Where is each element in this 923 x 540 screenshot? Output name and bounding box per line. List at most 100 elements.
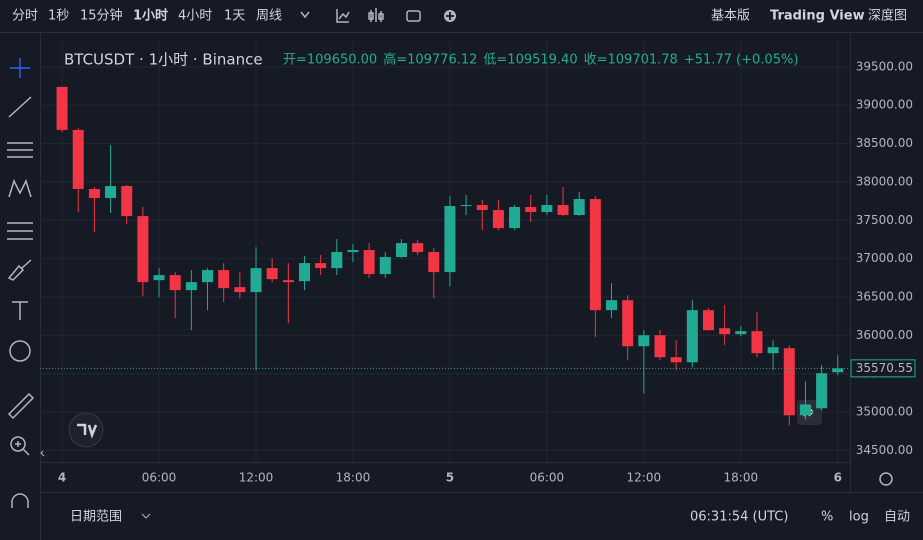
x-tick-label: 5 xyxy=(446,471,454,485)
interval-button[interactable]: 15分钟 xyxy=(80,8,123,24)
candle-body xyxy=(234,287,246,293)
candle-body xyxy=(476,205,488,211)
interval-button[interactable]: 分时 xyxy=(12,9,38,24)
interval-button[interactable]: 1小时 xyxy=(133,8,168,24)
plot-area xyxy=(40,40,850,462)
symbol-title: BTCUSDT · 1小时 · Binance xyxy=(64,51,263,69)
crosshair-tool[interactable] xyxy=(10,58,30,78)
candle-body xyxy=(541,205,553,213)
last-price-label: 35570.55 xyxy=(856,361,913,375)
footer-auto[interactable]: 自动 xyxy=(884,510,910,525)
y-tick-label: 36000.00 xyxy=(856,328,913,342)
settings-icon[interactable] xyxy=(879,472,893,486)
ohlc-value: 低=109519.40 xyxy=(483,53,577,68)
projection-tool[interactable] xyxy=(7,222,33,240)
pattern-tool[interactable] xyxy=(8,179,32,198)
ohlc-value: 高=109776.12 xyxy=(383,52,477,68)
candle-body xyxy=(218,270,230,289)
candle-body xyxy=(509,207,521,229)
candle-icon[interactable] xyxy=(368,8,384,22)
add-plus xyxy=(446,12,454,20)
range-dropdown[interactable] xyxy=(141,513,151,519)
ruler-tool[interactable] xyxy=(7,392,35,420)
candle-body xyxy=(816,373,828,409)
candle-body xyxy=(573,199,585,216)
ohlc-value: +51.77 (+0.05%) xyxy=(684,53,799,68)
y-tick-label: 36500.00 xyxy=(856,290,913,304)
candle-body xyxy=(589,199,601,311)
toolbar-icons[interactable] xyxy=(300,8,456,23)
y-tick-label: 39500.00 xyxy=(856,59,913,73)
candle-body xyxy=(735,331,747,335)
ohlc-value: 开=109650.00 xyxy=(283,53,377,68)
candle-body xyxy=(622,300,634,347)
candle-body xyxy=(363,250,375,275)
last-price-box xyxy=(850,359,916,378)
candle-body xyxy=(347,250,359,253)
candle-body xyxy=(832,368,844,373)
candle-body xyxy=(654,335,666,358)
interval-button[interactable]: 4小时 xyxy=(178,9,212,24)
text-tool[interactable] xyxy=(12,301,28,320)
candle-body xyxy=(266,268,278,280)
ohlc-value: 收=109701.78 xyxy=(584,53,678,68)
interval-button[interactable]: 1秒 xyxy=(48,9,69,24)
zoom-tool[interactable] xyxy=(10,436,26,452)
y-tick-label: 39000.00 xyxy=(856,98,913,112)
candle-body xyxy=(412,243,424,253)
footer-percent[interactable]: % xyxy=(821,510,833,525)
magnet-tool[interactable] xyxy=(11,493,29,508)
x-tick-label: 18:00 xyxy=(724,471,759,485)
candle-body xyxy=(137,216,149,283)
y-tick-label: 37500.00 xyxy=(856,213,913,227)
collapse-arrow[interactable] xyxy=(40,449,45,457)
view-button[interactable]: Trading View xyxy=(770,9,865,24)
candle-body xyxy=(105,186,117,199)
candle-body xyxy=(783,348,795,416)
candle-body xyxy=(121,186,133,217)
y-tick-label: 38000.00 xyxy=(856,174,913,188)
footer-clock: 06:31:54 (UTC) xyxy=(690,510,788,525)
drawing-tools[interactable] xyxy=(7,58,45,508)
x-tick-label: 18:00 xyxy=(336,471,371,485)
footer-log[interactable]: log xyxy=(849,510,869,525)
candle-body xyxy=(298,263,310,282)
y-tick-label: 35000.00 xyxy=(856,405,913,419)
footer-range[interactable]: 日期范围 xyxy=(70,510,122,525)
indicator-icon[interactable] xyxy=(336,9,350,23)
candle-body xyxy=(250,268,262,293)
candle-body xyxy=(492,210,504,229)
candle-body xyxy=(88,189,100,199)
x-tick-label: 4 xyxy=(58,471,66,485)
x-tick-label: 12:00 xyxy=(627,471,662,485)
y-tick-label: 38500.00 xyxy=(856,136,913,150)
candle-body xyxy=(767,347,779,354)
candle-body xyxy=(331,252,343,269)
fib-tool[interactable] xyxy=(7,142,33,158)
view-button[interactable]: 深度图 xyxy=(868,8,907,24)
candle-body xyxy=(751,331,763,354)
tv-logo-mark xyxy=(77,423,98,439)
candle-body xyxy=(702,310,714,331)
candle-body xyxy=(460,205,472,207)
brush-tool[interactable] xyxy=(7,259,32,281)
more-intervals[interactable] xyxy=(300,11,310,19)
candle-body xyxy=(282,280,294,283)
candle-body xyxy=(169,275,181,291)
candle-body xyxy=(56,86,68,130)
interval-button[interactable]: 1天 xyxy=(224,9,245,24)
x-tick-label: 06:00 xyxy=(530,471,565,485)
view-button[interactable]: 基本版 xyxy=(711,9,750,24)
candle-body xyxy=(606,300,618,311)
candle-body xyxy=(395,243,407,258)
candle-body xyxy=(202,270,214,283)
trendline-tool[interactable] xyxy=(8,96,32,118)
camera-icon[interactable] xyxy=(406,10,421,22)
candle-body xyxy=(638,335,650,347)
interval-button[interactable]: 周线 xyxy=(256,9,282,24)
zoom-handle xyxy=(15,441,30,456)
candle-body xyxy=(719,328,731,335)
candle-body xyxy=(525,207,537,213)
emoji-tool[interactable] xyxy=(9,340,31,362)
